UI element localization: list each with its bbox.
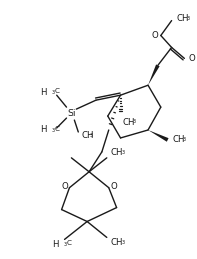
Text: CH: CH	[111, 238, 123, 247]
Text: $_3$: $_3$	[89, 132, 94, 140]
Text: CH: CH	[111, 148, 123, 157]
Text: H: H	[40, 88, 47, 97]
Text: $_3$: $_3$	[132, 118, 137, 126]
Text: $_3$C: $_3$C	[51, 87, 61, 97]
Text: H: H	[52, 240, 59, 249]
Text: O: O	[151, 31, 158, 40]
Text: CH: CH	[173, 135, 185, 145]
Text: O: O	[61, 182, 68, 191]
Text: $_3$C: $_3$C	[51, 125, 61, 135]
Text: O: O	[188, 54, 195, 63]
Text: Si: Si	[67, 109, 76, 118]
Text: $_3$: $_3$	[121, 238, 125, 247]
Text: O: O	[110, 182, 117, 191]
Text: $_3$: $_3$	[186, 14, 191, 23]
Polygon shape	[148, 130, 169, 142]
Text: CH: CH	[177, 14, 189, 23]
Text: $_3$C: $_3$C	[63, 239, 73, 249]
Polygon shape	[148, 64, 160, 85]
Text: CH: CH	[123, 118, 135, 127]
Text: $_3$: $_3$	[182, 136, 187, 144]
Text: $_3$: $_3$	[121, 149, 125, 157]
Text: CH: CH	[81, 132, 94, 140]
Text: H: H	[40, 126, 47, 134]
